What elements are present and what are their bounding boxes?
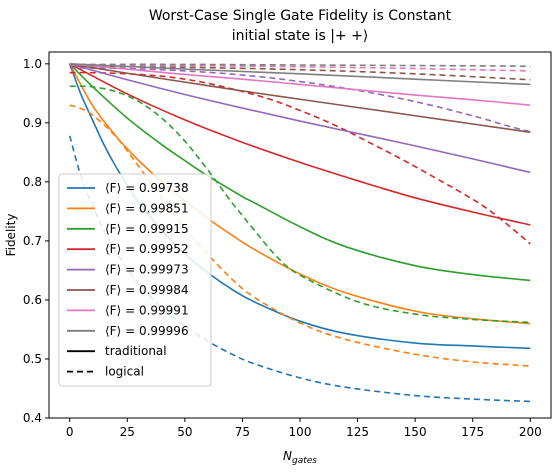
legend-label-3: ⟨F⟩ = 0.99915	[105, 222, 189, 236]
legend-label-traditional: traditional	[105, 344, 167, 358]
series-4-logical-line	[69, 71, 531, 245]
series-6-logical-line	[69, 65, 531, 81]
series-4-traditional-line	[69, 63, 531, 226]
legend-label-4: ⟨F⟩ = 0.99952	[105, 242, 189, 256]
x-axis-label: Ngates	[283, 449, 317, 466]
y-tick-label: 0.7	[23, 234, 42, 248]
y-tick-label: 0.8	[23, 175, 42, 189]
y-axis: 0.4 0.5 0.6 0.7 0.8 0.9 1.0	[23, 57, 49, 425]
series-5-traditional-line	[69, 63, 531, 174]
series-3-logical-line	[69, 85, 531, 324]
series-2-logical-line	[69, 104, 531, 367]
legend-label-7: ⟨F⟩ = 0.99991	[105, 303, 189, 317]
chart-title: Worst-Case Single Gate Fidelity is Const…	[149, 8, 452, 24]
series-8-traditional-line	[69, 63, 531, 86]
x-axis: 0 25 50 75 100 125 150 175 200	[66, 418, 542, 439]
legend-label-logical: logical	[105, 365, 144, 379]
y-tick-label: 0.5	[23, 352, 42, 366]
x-tick-label: 50	[177, 425, 192, 439]
series-7-traditional-line	[69, 63, 531, 106]
legend-label-1: ⟨F⟩ = 0.99738	[105, 181, 189, 195]
x-tick-label: 175	[461, 425, 484, 439]
x-tick-label: 75	[235, 425, 250, 439]
legend-label-6: ⟨F⟩ = 0.99984	[105, 283, 189, 297]
y-tick-label: 0.9	[23, 116, 42, 130]
x-tick-label: 150	[404, 425, 427, 439]
series-7-logical-line	[69, 64, 531, 72]
series-6-traditional-line	[69, 63, 531, 134]
legend: ⟨F⟩ = 0.99738 ⟨F⟩ = 0.99851 ⟨F⟩ = 0.99915 ⟨…	[58, 173, 212, 387]
y-tick-label: 1.0	[23, 57, 42, 71]
series-8-logical-line	[69, 63, 531, 67]
x-tick-label: 25	[120, 425, 135, 439]
x-tick-label: 0	[66, 425, 74, 439]
legend-label-2: ⟨F⟩ = 0.99851	[105, 201, 189, 215]
y-tick-label: 0.6	[23, 293, 42, 307]
y-tick-label: 0.4	[23, 411, 42, 425]
legend-label-5: ⟨F⟩ = 0.99973	[105, 263, 189, 277]
x-tick-label: 100	[289, 425, 312, 439]
chart-subtitle: initial state is |+ +⟩	[232, 28, 369, 44]
y-axis-label: Fidelity	[4, 214, 18, 257]
legend-box	[58, 173, 212, 387]
series-3-traditional-line	[69, 63, 531, 282]
x-tick-label: 200	[519, 425, 542, 439]
legend-label-8: ⟨F⟩ = 0.99996	[105, 324, 189, 338]
x-tick-label: 125	[346, 425, 369, 439]
